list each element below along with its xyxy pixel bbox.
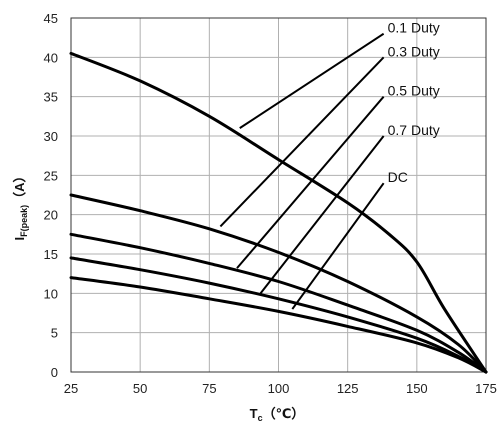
grid: [71, 18, 486, 372]
x-axis-title: Tc（℃）: [250, 406, 305, 423]
callout-label-0-5-duty: 0.5 Duty: [388, 83, 440, 99]
y-tick-label: 35: [44, 90, 58, 105]
callout-label-0-7-duty: 0.7 Duty: [388, 122, 440, 138]
y-tick-labels: 0 5 10 15 20 25 30 35 40 45: [44, 11, 58, 380]
callout-label-dc: DC: [388, 169, 408, 185]
x-tick-label: 150: [406, 381, 428, 396]
x-tick-label: 75: [202, 381, 216, 396]
x-tick-label: 50: [133, 381, 147, 396]
y-tick-label: 15: [44, 247, 58, 262]
y-tick-label: 10: [44, 286, 58, 301]
x-tick-label: 100: [268, 381, 290, 396]
y-tick-label: 5: [51, 326, 58, 341]
x-tick-label: 125: [337, 381, 359, 396]
callout-line-0-5-duty: [237, 97, 384, 268]
x-tick-label: 25: [64, 381, 78, 396]
callout-label-0-3-duty: 0.3 Duty: [388, 43, 440, 59]
y-tick-label: 30: [44, 129, 58, 144]
y-tick-label: 45: [44, 11, 58, 26]
y-axis-title: IF(peak)（A）: [12, 169, 29, 240]
y-tick-label: 25: [44, 168, 58, 183]
y-tick-label: 20: [44, 208, 58, 223]
y-tick-label: 0: [51, 365, 58, 380]
y-tick-label: 40: [44, 50, 58, 65]
callout-line-0-3-duty: [220, 57, 383, 226]
callout-label-0-1-duty: 0.1 Duty: [388, 20, 440, 36]
callouts: 0.1 Duty 0.3 Duty 0.5 Duty 0.7 Duty DC: [220, 20, 439, 309]
callout-line-dc: [292, 183, 383, 309]
x-tick-label: 175: [475, 381, 497, 396]
x-tick-labels: 25 50 75 100 125 150 175: [64, 381, 497, 396]
